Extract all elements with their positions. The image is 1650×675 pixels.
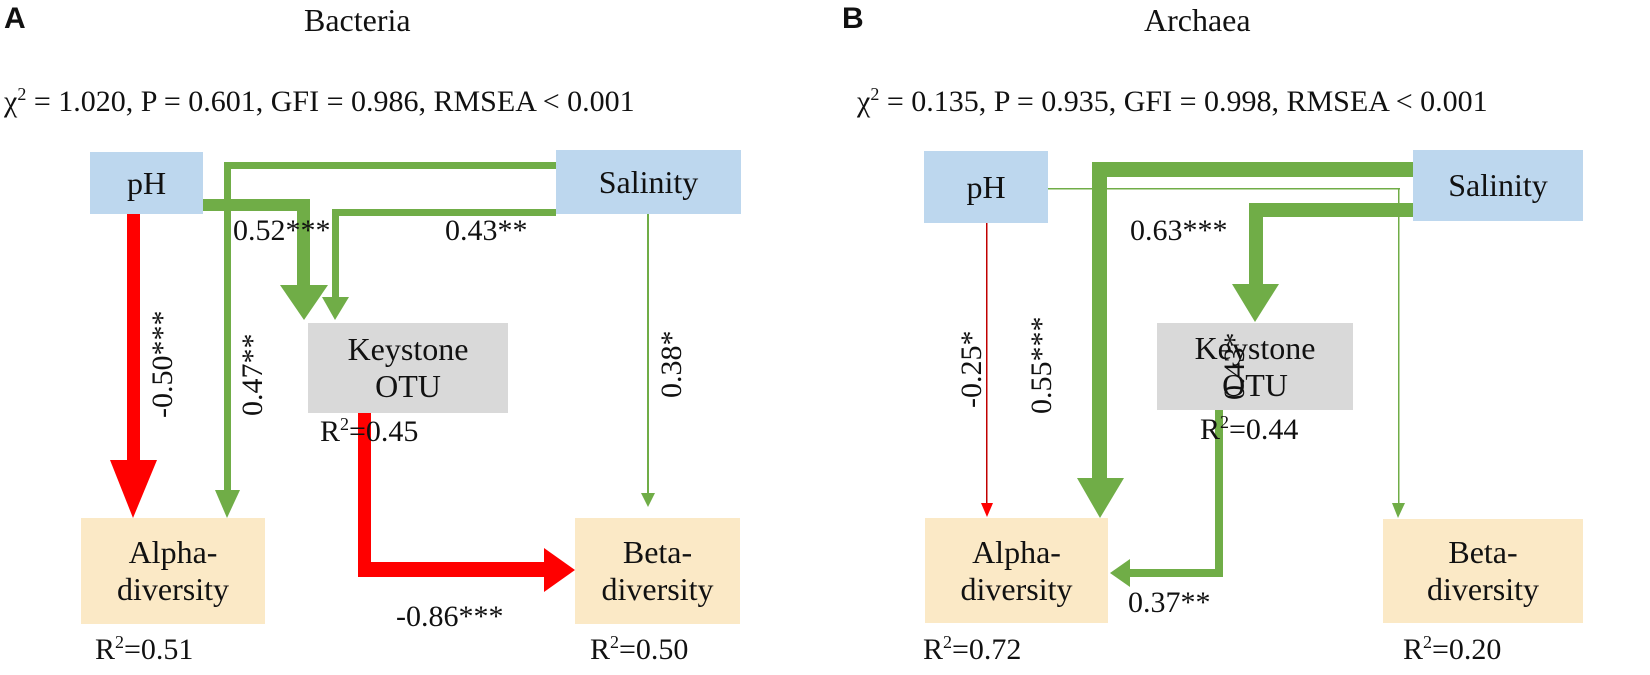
arrow-b-salinity-keystone	[1232, 203, 1414, 322]
chi-symbol: χ	[4, 85, 18, 118]
arrow-b-ph-beta	[1048, 188, 1405, 518]
coef-ph-alpha: -0.50***	[146, 310, 179, 419]
panel-title: Bacteria	[304, 2, 411, 38]
panel-title: Archaea	[1144, 2, 1251, 38]
node-keystone-otu: Keystone OTU	[308, 323, 508, 413]
arrow-a-keystone-beta	[358, 412, 575, 592]
arrow-a-ph-keystone	[203, 199, 328, 320]
node-alpha-diversity: Alpha- diversity	[925, 518, 1108, 623]
node-ph: pH	[90, 152, 203, 214]
node-salinity: Salinity	[556, 150, 741, 214]
arrow-a-salinity-alpha	[215, 162, 556, 518]
coef-salinity-keystone: 0.43**	[445, 214, 528, 247]
coef-ph-keystone: 0.52***	[233, 214, 331, 247]
coef-keystone-alpha: 0.37**	[1128, 586, 1211, 619]
node-label-line1: Alpha-	[128, 534, 218, 571]
node-label-line1: Beta-	[1448, 534, 1518, 571]
node-label-line1: Beta-	[622, 534, 693, 571]
chi-superscript: 2	[870, 84, 880, 104]
coef-salinity-keystone: 0.63***	[1130, 214, 1228, 247]
r2-keystone: R2=0.45	[320, 414, 419, 448]
coef-keystone-beta: -0.86***	[396, 600, 504, 633]
node-label-line2: diversity	[960, 570, 1073, 607]
node-label-line2: OTU	[1222, 366, 1288, 403]
node-label-line1: Alpha-	[972, 533, 1061, 570]
chi-symbol: χ	[857, 85, 871, 118]
model-fit-stats: χ2 = 1.020, P = 0.601, GFI = 0.986, RMSE…	[4, 84, 635, 119]
panel-letter: B	[842, 2, 864, 35]
r2-beta: R2=0.20	[1403, 632, 1502, 666]
coef-salinity-alpha: 0.55***	[1025, 316, 1058, 415]
chi-superscript: 2	[17, 84, 27, 104]
arrow-a-ph-alpha	[110, 214, 157, 518]
node-beta-diversity: Beta- diversity	[1383, 519, 1583, 623]
node-label: Salinity	[1448, 167, 1548, 204]
node-label: Salinity	[598, 163, 699, 200]
node-label-line1: Keystone	[1194, 329, 1316, 366]
node-beta-diversity: Beta- diversity	[575, 518, 740, 624]
node-label-line2: OTU	[375, 368, 441, 404]
arrow-b-salinity-alpha	[1077, 162, 1414, 518]
node-label: pH	[966, 168, 1006, 205]
coef-ph-alpha: -0.25*	[955, 330, 988, 409]
node-keystone-otu: Keystone OTU	[1157, 323, 1353, 410]
fit-values: = 0.135, P = 0.935, GFI = 0.998, RMSEA <…	[879, 85, 1488, 118]
node-alpha-diversity: Alpha- diversity	[81, 518, 265, 624]
node-ph: pH	[924, 151, 1048, 223]
coef-salinity-alpha: 0.47**	[236, 333, 269, 417]
coef-ph-beta: 0.43*	[1218, 332, 1251, 401]
panel-letter: A	[4, 2, 26, 35]
coef-salinity-beta: 0.38*	[655, 330, 688, 399]
arrow-a-salinity-keystone	[322, 209, 556, 320]
r2-beta: R2=0.50	[590, 632, 689, 666]
r2-alpha: R2=0.51	[95, 632, 194, 666]
node-label-line1: Keystone	[347, 331, 469, 368]
node-label-line2: diversity	[117, 571, 229, 607]
arrow-b-ph-alpha	[981, 223, 993, 517]
node-label-line2: diversity	[601, 571, 714, 607]
node-label: pH	[126, 164, 167, 201]
r2-alpha: R2=0.72	[923, 632, 1022, 666]
r2-keystone: R2=0.44	[1200, 412, 1299, 446]
arrow-b-keystone-alpha	[1110, 410, 1223, 587]
model-fit-stats: χ2 = 0.135, P = 0.935, GFI = 0.998, RMSE…	[857, 84, 1488, 119]
node-salinity: Salinity	[1413, 150, 1583, 221]
arrow-a-salinity-beta	[641, 214, 655, 507]
node-label-line2: diversity	[1427, 571, 1539, 607]
fit-values: = 1.020, P = 0.601, GFI = 0.986, RMSEA <…	[26, 85, 635, 118]
